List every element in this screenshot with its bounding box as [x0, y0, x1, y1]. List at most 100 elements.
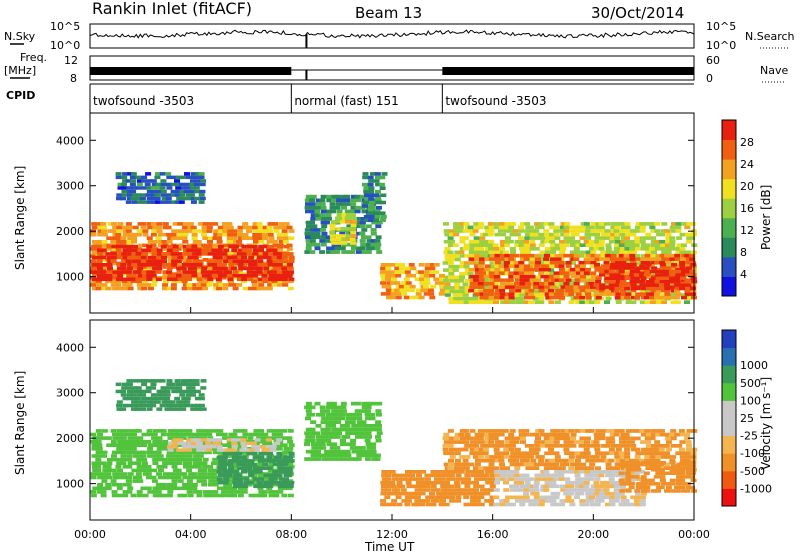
heatmap-cell: [310, 453, 317, 458]
heatmap-cell: [619, 280, 626, 284]
heatmap-cell: [175, 175, 182, 180]
heatmap-cell: [494, 451, 501, 456]
heatmap-cell: [499, 502, 506, 507]
heatmap-cell: [191, 475, 198, 480]
heatmap-cell: [305, 220, 312, 225]
heatmap-cell: [494, 260, 501, 265]
heatmap-cell: [336, 431, 342, 436]
heatmap-cell: [150, 243, 157, 248]
heatmap-cell: [228, 451, 235, 456]
heatmap-cell: [166, 454, 173, 458]
heatmap-cell: [510, 222, 517, 226]
heatmap-cell: [629, 280, 636, 284]
heatmap-cell: [227, 475, 234, 480]
heatmap-cell: [193, 196, 200, 201]
heatmap-cell: [228, 279, 234, 284]
heatmap-cell: [478, 267, 485, 272]
heatmap-cell: [494, 480, 500, 485]
heatmap-cell: [568, 484, 575, 489]
heatmap-cell: [580, 462, 587, 467]
heatmap-cell: [550, 257, 556, 261]
heatmap-cell: [624, 236, 630, 240]
heatmap-cell: [208, 475, 214, 480]
heatmap-cell: [595, 429, 602, 433]
heatmap-cell: [579, 243, 586, 247]
heatmap-cell: [645, 289, 651, 294]
heatmap-cell: [271, 432, 278, 437]
heatmap-cell: [640, 440, 647, 444]
heatmap-cell: [216, 477, 223, 481]
heatmap-cell: [533, 502, 540, 507]
heatmap-cell: [523, 267, 530, 272]
heatmap-cell: [493, 470, 500, 474]
heatmap-cell: [455, 473, 462, 478]
heatmap-cell: [380, 214, 387, 219]
heatmap-cell: [287, 279, 294, 284]
heatmap-cell: [544, 473, 550, 478]
heatmap-cell: [425, 502, 432, 507]
heatmap-cell: [608, 470, 615, 474]
heatmap-cell: [257, 439, 264, 444]
heatmap-cell: [404, 266, 411, 271]
heatmap-cell: [549, 260, 556, 265]
heatmap-cell: [661, 455, 668, 459]
heatmap-cell: [459, 264, 466, 269]
heatmap-cell: [140, 193, 147, 197]
heatmap-cell: [484, 300, 491, 304]
heatmap-cell: [112, 432, 118, 437]
heatmap-cell: [205, 450, 212, 455]
heatmap-cell: [462, 229, 469, 233]
heatmap-cell: [510, 451, 517, 456]
heatmap-cell: [202, 279, 209, 284]
heatmap-cell: [221, 490, 227, 494]
heatmap-cell: [369, 246, 376, 251]
heatmap-cell: [675, 273, 682, 277]
heatmap-cell: [287, 461, 294, 465]
heatmap-cell: [212, 236, 219, 240]
colorbar-frame: [721, 119, 737, 297]
heatmap-cell: [112, 272, 119, 276]
heatmap-cell: [154, 175, 161, 180]
heatmap-cell: [604, 285, 610, 289]
heatmap-cell: [309, 438, 316, 443]
heatmap-cell: [594, 263, 601, 267]
heatmap-cell: [359, 453, 366, 458]
heatmap-cell: [159, 389, 166, 394]
heatmap-cell: [544, 232, 551, 237]
heatmap-cell: [329, 205, 336, 210]
heatmap-cell: [625, 263, 632, 267]
heatmap-cell: [658, 447, 665, 452]
heatmap-cell: [137, 454, 144, 458]
heatmap-cell: [588, 499, 595, 503]
heatmap-cell: [186, 263, 193, 267]
heatmap-cell: [281, 429, 288, 433]
heatmap-cell: [161, 259, 167, 263]
heatmap-cell: [316, 412, 322, 417]
heatmap-cell: [467, 444, 474, 448]
heatmap-cell: [670, 471, 677, 475]
heatmap-cell: [492, 285, 499, 289]
heatmap-cell: [198, 393, 205, 397]
heatmap-cell: [584, 436, 591, 441]
heatmap-cell: [262, 462, 269, 467]
heatmap-cell: [207, 465, 214, 469]
heatmap-cell: [669, 225, 676, 230]
heatmap-cell: [470, 495, 476, 500]
heatmap-cell: [669, 276, 676, 280]
heatmap-cell: [570, 261, 576, 265]
heatmap-cell: [231, 432, 238, 437]
heatmap-cell: [530, 432, 536, 437]
heatmap-cell: [494, 250, 501, 255]
heatmap-cell: [535, 436, 541, 441]
heatmap-cell: [514, 239, 521, 244]
heatmap-cell: [549, 462, 556, 467]
heatmap-cell: [640, 482, 647, 486]
heatmap-cell: [217, 493, 223, 498]
heatmap-cell: [568, 300, 575, 304]
heatmap-cell: [211, 438, 218, 442]
heatmap-cell: [618, 478, 625, 483]
heatmap-cell: [679, 232, 686, 237]
heatmap-cell: [190, 175, 197, 180]
heatmap-cell: [375, 420, 382, 424]
heatmap-cell: [120, 447, 127, 451]
